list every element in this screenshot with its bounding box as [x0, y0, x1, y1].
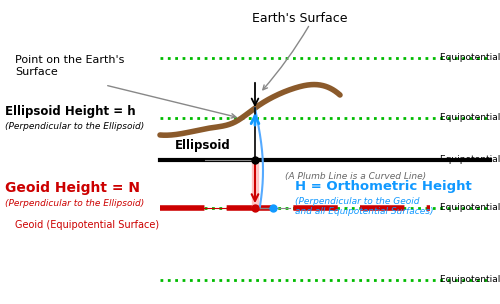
- Text: Earth's Surface: Earth's Surface: [252, 12, 348, 25]
- Text: (Perpendicular to the Ellipsoid): (Perpendicular to the Ellipsoid): [5, 199, 144, 208]
- Text: H = Orthometric Height: H = Orthometric Height: [295, 180, 472, 193]
- Text: Geoid Height = N: Geoid Height = N: [5, 181, 140, 195]
- Text: Geoid (Equipotential Surface): Geoid (Equipotential Surface): [15, 220, 159, 230]
- Text: (Perpendicular to the Geoid
and all Equipotential Surfaces): (Perpendicular to the Geoid and all Equi…: [295, 197, 434, 216]
- Text: (A Plumb Line is a Curved Line): (A Plumb Line is a Curved Line): [285, 172, 426, 181]
- Text: Equipotential Surface: Equipotential Surface: [440, 113, 500, 123]
- Text: Point on the Earth's
Surface: Point on the Earth's Surface: [15, 55, 124, 77]
- Text: Ellipsoid: Ellipsoid: [175, 139, 231, 152]
- Text: Equipotential Surface: Equipotential Surface: [440, 54, 500, 63]
- Text: Equipotential Surface: Equipotential Surface: [440, 156, 500, 164]
- Text: Ellipsoid Height = h: Ellipsoid Height = h: [5, 105, 136, 118]
- Text: Equipotential Surface: Equipotential Surface: [440, 275, 500, 285]
- Text: Equipotential Surface: Equipotential Surface: [440, 203, 500, 212]
- Text: (Perpendicular to the Ellipsoid): (Perpendicular to the Ellipsoid): [5, 122, 144, 131]
